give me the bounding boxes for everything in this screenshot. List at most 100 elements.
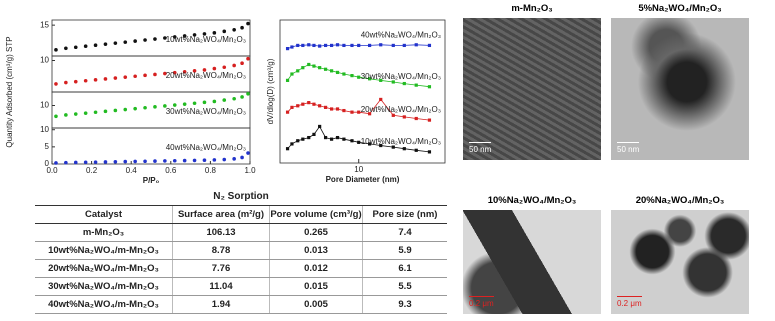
data-point xyxy=(301,66,305,70)
y-tick-label: 15 xyxy=(40,20,49,29)
series-label: 20wt%Na₂WO₄/Mn₂O₃ xyxy=(361,105,441,114)
plot-frame xyxy=(279,19,446,164)
y-tick-label: 10 xyxy=(40,101,49,110)
data-point xyxy=(414,83,418,87)
data-point xyxy=(285,78,290,82)
tem-image: 0.2 μm xyxy=(463,210,601,314)
data-point xyxy=(172,103,177,107)
data-point xyxy=(64,160,68,165)
data-point xyxy=(318,66,322,70)
scale-bar: 50 nm xyxy=(469,142,492,154)
col-header: Catalyst xyxy=(35,206,173,224)
data-point xyxy=(133,159,137,164)
table-row: 40wt%Na₂WO₄/m-Mn₂O₃ 1.94 0.005 9.3 xyxy=(35,295,447,314)
data-point xyxy=(402,115,406,119)
table-cell: 7.76 xyxy=(172,259,270,278)
data-point xyxy=(73,112,78,116)
data-point xyxy=(379,43,383,47)
col-header: Pore size (nm) xyxy=(362,206,447,224)
data-point xyxy=(113,41,118,45)
data-point xyxy=(93,160,98,164)
table-cell: 0.265 xyxy=(269,223,363,242)
data-point xyxy=(307,135,311,140)
data-point xyxy=(133,74,137,79)
data-point xyxy=(83,160,88,165)
scale-bar: 0.2 μm xyxy=(469,296,494,308)
data-point xyxy=(182,69,187,74)
data-point xyxy=(54,48,58,52)
data-point xyxy=(133,106,137,111)
data-point xyxy=(153,37,157,41)
data-point xyxy=(113,76,118,80)
table-cell: 1.94 xyxy=(172,295,270,314)
data-point xyxy=(296,43,300,48)
panel-label: 20wt%Na₂WO₄/Mn₂O₃ xyxy=(166,71,246,80)
data-point xyxy=(232,157,236,161)
table-title: N₂ Sorption xyxy=(35,191,447,206)
table-cell: 0.015 xyxy=(269,277,363,296)
y-tick-label: 0 xyxy=(45,159,50,168)
scale-bar: 50 nm xyxy=(617,142,640,154)
panel-label: 40wt%Na₂WO₄/Mn₂O₃ xyxy=(166,143,246,152)
data-point xyxy=(73,79,78,84)
data-point xyxy=(350,110,354,114)
data-point xyxy=(182,158,187,163)
sorption-table: N₂ Sorption Catalyst Surface area (m²/g)… xyxy=(35,191,447,314)
data-point xyxy=(368,43,372,48)
data-point xyxy=(113,108,118,113)
col-header: Surface area (m²/g) xyxy=(172,206,270,224)
data-point xyxy=(350,139,354,143)
data-point xyxy=(222,29,227,34)
table-row: 20wt%Na₂WO₄/m-Mn₂O₃ 7.76 0.012 6.1 xyxy=(35,259,447,278)
data-point xyxy=(246,92,250,96)
data-point xyxy=(232,96,236,101)
x-tick-label: 0.8 xyxy=(205,166,217,175)
data-point xyxy=(153,105,157,109)
data-point xyxy=(285,147,290,151)
data-point xyxy=(73,45,78,50)
image-title: m-Mn₂O₃ xyxy=(511,3,553,14)
x-tick-label: 0.2 xyxy=(86,166,98,175)
data-point xyxy=(182,102,187,106)
data-point xyxy=(323,43,328,48)
data-point xyxy=(307,43,311,47)
data-point xyxy=(368,112,372,116)
table-cell: 40wt%Na₂WO₄/m-Mn₂O₃ xyxy=(35,295,173,314)
data-point xyxy=(427,150,432,154)
series-label: 10wt%Na₂WO₄/Mn₂O₃ xyxy=(361,137,441,146)
data-point xyxy=(335,135,340,140)
data-point xyxy=(212,158,217,162)
data-point xyxy=(64,46,68,51)
table-cell: 0.005 xyxy=(269,295,363,314)
table-cell: 20wt%Na₂WO₄/m-Mn₂O₃ xyxy=(35,259,173,278)
data-point xyxy=(427,118,432,122)
data-point xyxy=(192,101,197,106)
data-point xyxy=(93,43,98,47)
data-point xyxy=(212,31,217,35)
table-cell: 30wt%Na₂WO₄/m-Mn₂O₃ xyxy=(35,277,173,296)
data-point xyxy=(232,27,236,32)
data-point xyxy=(172,158,177,163)
data-point xyxy=(240,95,244,99)
data-point xyxy=(222,98,227,102)
data-point xyxy=(414,116,418,121)
data-point xyxy=(64,80,68,85)
table-cell: m-Mn₂O₃ xyxy=(35,223,173,242)
x-tick-label: 0.0 xyxy=(46,166,58,175)
data-point xyxy=(368,77,372,81)
table-cell: 106.13 xyxy=(172,223,270,242)
data-point xyxy=(83,78,88,83)
x-axis-label: Pore Diameter (nm) xyxy=(326,175,400,184)
data-point xyxy=(335,70,340,75)
data-point xyxy=(202,68,207,72)
data-point xyxy=(318,124,322,129)
data-point xyxy=(329,69,334,73)
data-point xyxy=(296,104,300,108)
panel-label: 30wt%Na₂WO₄/Mn₂O₃ xyxy=(166,107,246,116)
data-point xyxy=(64,113,68,117)
x-tick-label: 1.0 xyxy=(244,166,256,175)
data-point xyxy=(368,142,372,146)
data-point xyxy=(357,75,361,79)
data-point xyxy=(427,85,432,89)
